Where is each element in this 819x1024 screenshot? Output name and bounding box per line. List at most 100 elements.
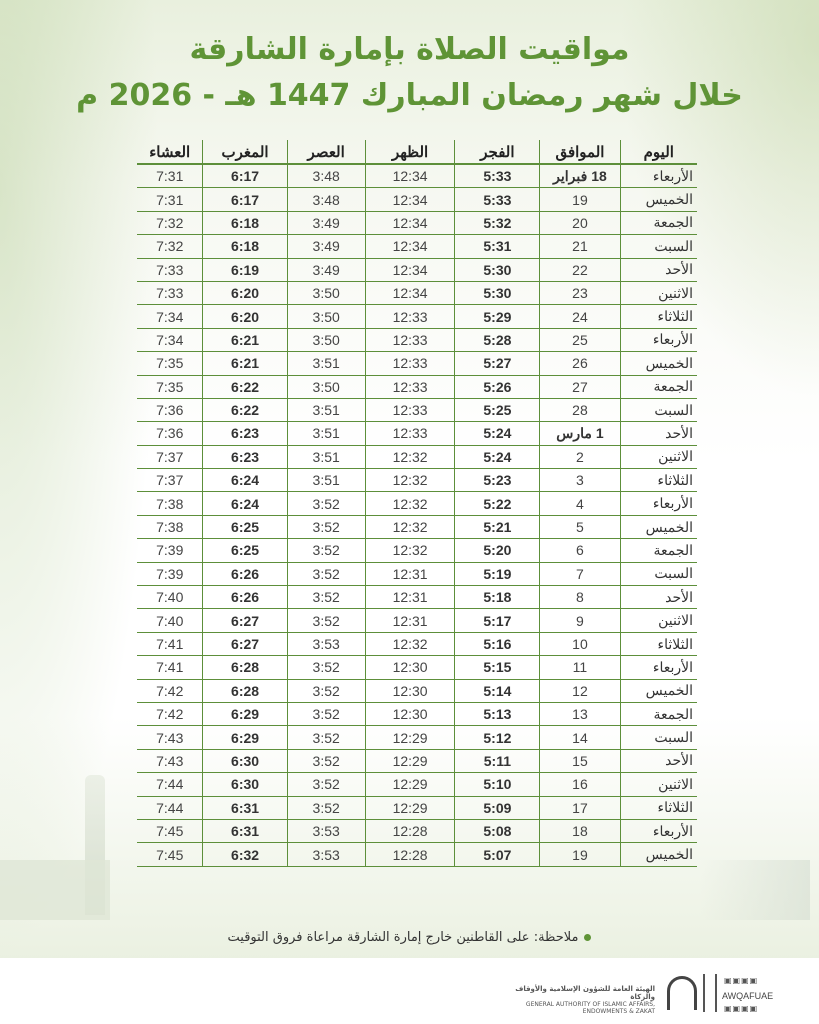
isha-cell: 7:34: [137, 328, 203, 353]
table-row: السبت 28 5:25 12:33 3:51 6:22 7:36: [137, 398, 697, 423]
date-cell: 26: [539, 351, 621, 376]
page-title: مواقيت الصلاة بإمارة الشارقة: [189, 32, 630, 67]
maghrib-cell: 6:27: [202, 608, 288, 633]
maghrib-cell: 6:30: [202, 772, 288, 797]
table-row: الأربعاء 18 5:08 12:28 3:53 6:31 7:45: [137, 819, 697, 844]
date-cell: 13: [539, 702, 621, 727]
asr-cell: 3:51: [286, 445, 366, 470]
isha-cell: 7:32: [137, 211, 203, 236]
isha-cell: 7:31: [137, 187, 203, 212]
isha-cell: 7:40: [137, 585, 203, 610]
note: ملاحظة: على القاطنين خارج إمارة الشارقة …: [0, 930, 819, 945]
isha-cell: 7:39: [137, 538, 203, 563]
maghrib-cell: 6:18: [202, 234, 288, 259]
date-cell: 19: [539, 842, 621, 867]
date-cell: 7: [539, 562, 621, 587]
maghrib-cell: 6:29: [202, 702, 288, 727]
maghrib-cell: 6:21: [202, 328, 288, 353]
table-row: الأحد 8 5:18 12:31 3:52 6:26 7:40: [137, 585, 697, 610]
asr-cell: 3:51: [286, 468, 366, 493]
date-cell: 2: [539, 445, 621, 470]
fajr-cell: 5:31: [454, 234, 540, 259]
dhuhr-cell: 12:32: [364, 515, 455, 540]
table-row: الخميس 26 5:27 12:33 3:51 6:21 7:35: [137, 351, 697, 376]
asr-cell: 3:50: [286, 375, 366, 399]
maghrib-cell: 6:32: [202, 842, 288, 867]
asr-cell: 3:52: [286, 608, 366, 633]
asr-cell: 3:50: [286, 328, 366, 353]
fajr-cell: 5:24: [454, 445, 540, 470]
isha-cell: 7:39: [137, 562, 203, 587]
day-cell: الأربعاء: [619, 491, 697, 516]
date-cell: 4: [539, 491, 621, 516]
maghrib-cell: 6:24: [202, 468, 288, 493]
day-cell: الأحد: [619, 585, 697, 610]
day-cell: السبت: [619, 234, 697, 259]
organization-name: الهيئة العامة للشؤون الإسلامية والأوقاف …: [505, 985, 655, 1015]
column-header: اليوم: [619, 140, 697, 165]
day-cell: الخميس: [619, 679, 697, 703]
fajr-cell: 5:07: [454, 842, 540, 867]
dhuhr-cell: 12:30: [364, 655, 455, 680]
day-cell: السبت: [619, 562, 697, 587]
fajr-cell: 5:24: [454, 421, 540, 446]
isha-cell: 7:35: [137, 375, 203, 399]
isha-cell: 7:37: [137, 445, 203, 470]
dhuhr-cell: 12:30: [364, 702, 455, 727]
column-header: المغرب: [202, 140, 288, 165]
asr-cell: 3:53: [286, 632, 366, 657]
table-header-row: اليوم الموافق الفجر الظهر العصر المغرب العشاء: [137, 140, 697, 165]
brand-handle: AWQAFUAE: [722, 991, 774, 1001]
date-cell: 11: [539, 655, 621, 680]
asr-cell: 3:49: [286, 234, 366, 259]
maghrib-cell: 6:20: [202, 281, 288, 306]
fajr-cell: 5:12: [454, 725, 540, 750]
dhuhr-cell: 12:33: [364, 421, 455, 446]
fajr-cell: 5:30: [454, 281, 540, 306]
date-cell: 28: [539, 398, 621, 423]
maghrib-cell: 6:17: [202, 187, 288, 212]
asr-cell: 3:52: [286, 515, 366, 540]
day-cell: الاثنين: [619, 772, 697, 797]
asr-cell: 3:52: [286, 796, 366, 820]
isha-cell: 7:40: [137, 608, 203, 633]
asr-cell: 3:48: [286, 187, 366, 212]
dhuhr-cell: 12:31: [364, 585, 455, 610]
day-cell: الاثنين: [619, 608, 697, 633]
maghrib-cell: 6:31: [202, 796, 288, 820]
maghrib-cell: 6:23: [202, 445, 288, 470]
dhuhr-cell: 12:28: [364, 819, 455, 844]
maghrib-cell: 6:23: [202, 421, 288, 446]
table-row: الخميس 5 5:21 12:32 3:52 6:25 7:38: [137, 515, 697, 540]
fajr-cell: 5:32: [454, 211, 540, 236]
date-cell: 25: [539, 328, 621, 353]
asr-cell: 3:48: [286, 164, 366, 189]
maghrib-cell: 6:22: [202, 398, 288, 423]
day-cell: الخميس: [619, 351, 697, 376]
date-cell: 17: [539, 796, 621, 820]
table-row: الاثنين 16 5:10 12:29 3:52 6:30 7:44: [137, 772, 697, 797]
maghrib-cell: 6:28: [202, 655, 288, 680]
asr-cell: 3:53: [286, 819, 366, 844]
day-cell: الثلاثاء: [619, 468, 697, 493]
day-cell: السبت: [619, 398, 697, 423]
dhuhr-cell: 12:34: [364, 211, 455, 236]
org-name-arabic: الهيئة العامة للشؤون الإسلامية والأوقاف …: [515, 985, 655, 1001]
maghrib-cell: 6:22: [202, 375, 288, 399]
day-cell: الثلاثاء: [619, 796, 697, 820]
date-cell: 18 فبراير: [539, 164, 621, 189]
asr-cell: 3:52: [286, 749, 366, 774]
dhuhr-cell: 12:34: [364, 164, 455, 189]
column-header: العشاء: [137, 140, 203, 165]
table-row: السبت 14 5:12 12:29 3:52 6:29 7:43: [137, 725, 697, 750]
column-header: الفجر: [454, 140, 540, 165]
isha-cell: 7:44: [137, 796, 203, 820]
table-row: الأربعاء 11 5:15 12:30 3:52 6:28 7:41: [137, 655, 697, 680]
dhuhr-cell: 12:29: [364, 772, 455, 797]
asr-cell: 3:52: [286, 702, 366, 727]
logo-arch-icon: [667, 976, 697, 1010]
fajr-cell: 5:08: [454, 819, 540, 844]
dhuhr-cell: 12:31: [364, 608, 455, 633]
social-icons: ▣▣▣▣: [724, 1004, 759, 1013]
day-cell: الجمعة: [619, 702, 697, 727]
